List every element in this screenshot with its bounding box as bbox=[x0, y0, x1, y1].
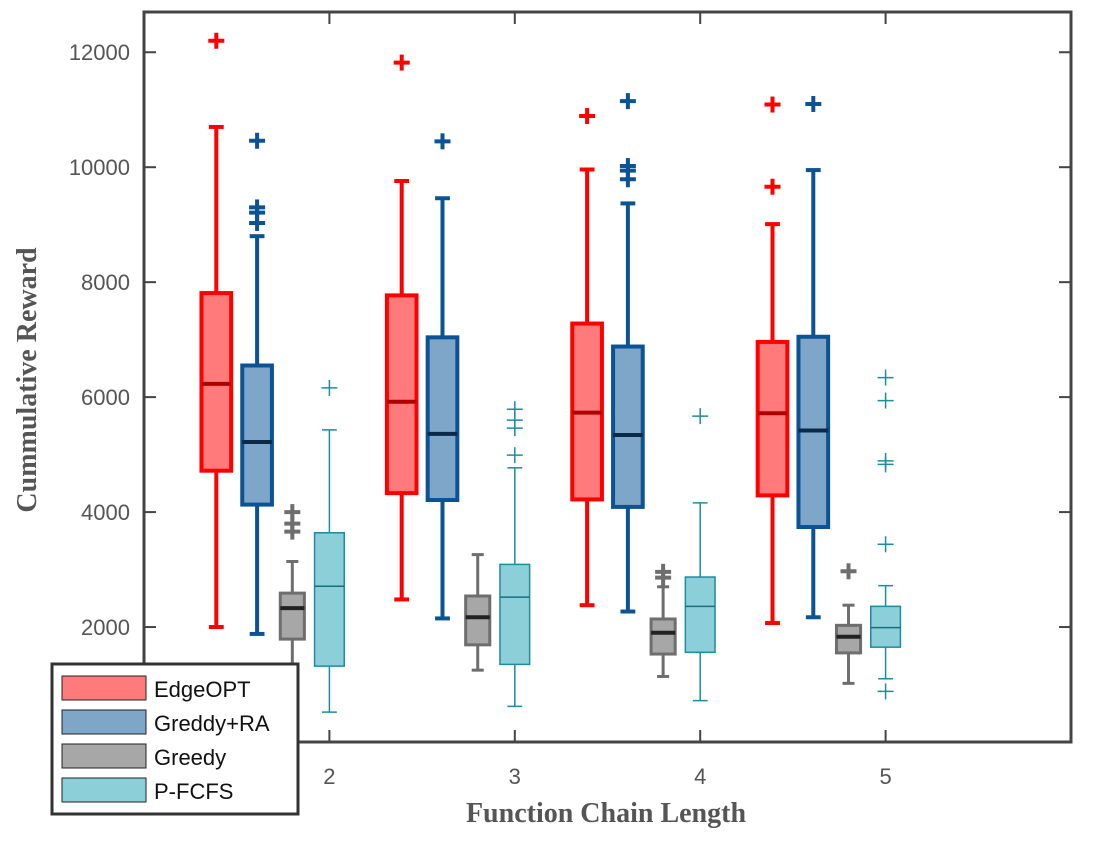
outlier-marker bbox=[284, 504, 301, 521]
legend-label: P-FCFS bbox=[154, 779, 233, 804]
box-p-fcfs-3 bbox=[499, 401, 531, 708]
iqr-box bbox=[464, 594, 492, 647]
y-tick-label: 10000 bbox=[69, 155, 130, 180]
iqr-box bbox=[755, 339, 790, 498]
outlier-marker bbox=[249, 132, 266, 149]
legend-label: EdgeOPT bbox=[154, 677, 251, 702]
iqr-box bbox=[684, 576, 716, 654]
y-axis-title: Cummulative Reward bbox=[12, 247, 43, 513]
outlier-marker bbox=[434, 133, 451, 150]
outlier-marker bbox=[764, 96, 781, 113]
y-tick-label: 2000 bbox=[81, 615, 130, 640]
plot-frame bbox=[142, 10, 1073, 744]
x-tick-label: 5 bbox=[879, 764, 891, 789]
y-tick-label: 12000 bbox=[69, 40, 130, 65]
box-p-fcfs-2 bbox=[313, 379, 345, 713]
outlier-marker bbox=[506, 447, 523, 464]
iqr-box bbox=[278, 591, 306, 641]
x-tick-label: 4 bbox=[694, 764, 706, 789]
y-tick-label: 6000 bbox=[81, 385, 130, 410]
outlier-marker bbox=[506, 401, 523, 418]
iqr-box bbox=[499, 563, 531, 666]
y-tick-label: 8000 bbox=[81, 270, 130, 295]
outlier-marker bbox=[877, 683, 894, 700]
legend-swatch bbox=[61, 777, 147, 803]
box-greedy-4 bbox=[649, 563, 677, 678]
outlier-marker bbox=[619, 93, 636, 110]
box-greedy-2 bbox=[278, 504, 306, 675]
x-tick-label: 3 bbox=[509, 764, 521, 789]
box-edgeopt-5 bbox=[755, 96, 790, 626]
x-tick-label: 2 bbox=[323, 764, 335, 789]
plot-area bbox=[199, 32, 902, 713]
outlier-marker bbox=[877, 536, 894, 553]
outlier-marker bbox=[321, 379, 338, 396]
axes: 2000 4000 6000 8000 10000 12000 2 3 4 5 bbox=[69, 10, 1073, 789]
box-p-fcfs-5 bbox=[870, 369, 902, 700]
series-greedy bbox=[278, 504, 863, 685]
outlier-marker bbox=[805, 95, 822, 112]
outlier-marker bbox=[393, 54, 410, 71]
outlier-marker bbox=[840, 563, 857, 580]
box-greddy-ra-5 bbox=[796, 95, 831, 620]
iqr-box bbox=[870, 605, 902, 648]
box-greedy-5 bbox=[834, 563, 863, 685]
iqr-box bbox=[199, 291, 234, 473]
box-edgeopt-2 bbox=[199, 32, 234, 630]
outlier-marker bbox=[877, 452, 894, 469]
series-greddy-ra bbox=[240, 93, 831, 636]
box-greddy-ra-2 bbox=[240, 132, 274, 636]
y-tick-label: 4000 bbox=[81, 500, 130, 525]
iqr-box bbox=[384, 293, 419, 496]
iqr-box bbox=[240, 363, 274, 507]
legend-swatch bbox=[61, 743, 147, 769]
outlier-marker bbox=[655, 563, 672, 580]
iqr-box bbox=[649, 617, 677, 656]
iqr-box bbox=[611, 344, 645, 509]
outlier-marker bbox=[208, 32, 225, 49]
series-p-fcfs bbox=[313, 369, 902, 713]
x-axis-title: Function Chain Length bbox=[466, 798, 746, 829]
iqr-box bbox=[313, 532, 345, 667]
outlier-marker bbox=[877, 369, 894, 386]
iqr-box bbox=[425, 335, 460, 503]
outlier-marker bbox=[764, 178, 781, 195]
outlier-marker bbox=[249, 199, 266, 216]
box-greddy-ra-4 bbox=[611, 93, 645, 614]
box-greedy-3 bbox=[464, 553, 492, 672]
box-edgeopt-3 bbox=[384, 54, 419, 602]
box-greddy-ra-3 bbox=[425, 133, 460, 621]
box-edgeopt-4 bbox=[570, 108, 604, 608]
legend: EdgeOPT Greddy+RA Greedy P-FCFS bbox=[50, 662, 300, 816]
outlier-marker bbox=[619, 158, 636, 175]
outlier-marker bbox=[877, 392, 894, 409]
outlier-marker bbox=[692, 408, 709, 425]
outlier-marker bbox=[579, 108, 596, 125]
legend-label: Greedy bbox=[154, 745, 226, 770]
box-p-fcfs-4 bbox=[684, 408, 716, 702]
legend-swatch bbox=[61, 675, 147, 701]
iqr-box bbox=[834, 623, 863, 655]
legend-label: Greddy+RA bbox=[154, 711, 270, 736]
legend-swatch bbox=[61, 709, 147, 735]
series-edgeopt bbox=[199, 32, 790, 630]
